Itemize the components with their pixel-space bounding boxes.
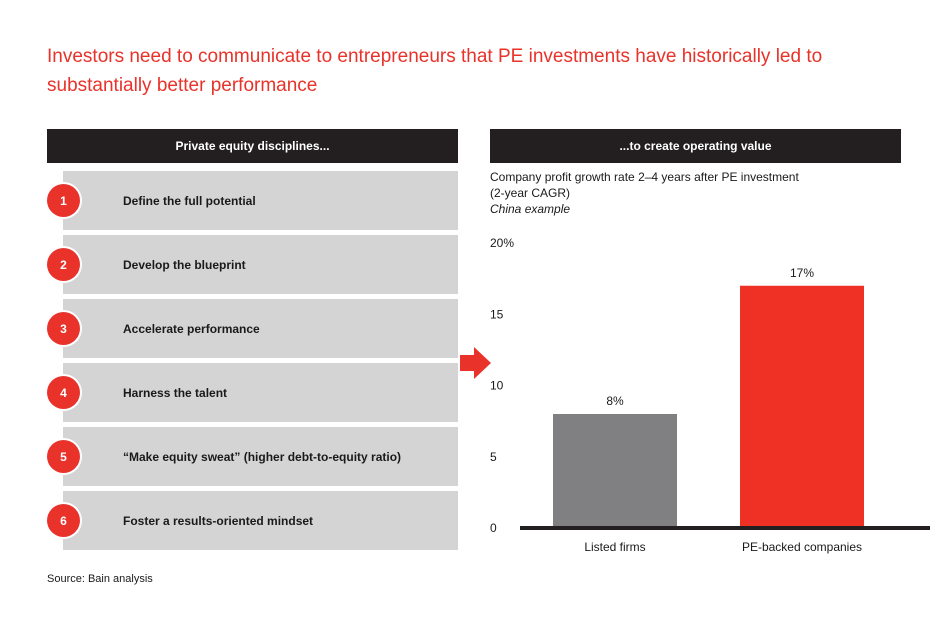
step-number-badge: 2 <box>47 248 80 281</box>
step-label: Accelerate performance <box>123 321 260 336</box>
x-tick-label: PE-backed companies <box>742 540 862 554</box>
right-panel-header: ...to create operating value <box>490 129 901 163</box>
step-number-badge: 3 <box>47 312 80 345</box>
y-tick-label: 15 <box>490 307 504 321</box>
headline: Investors need to communicate to entrepr… <box>47 46 823 96</box>
step-row: Foster a results-oriented mindset <box>63 491 458 550</box>
step-number-badge: 4 <box>47 376 80 409</box>
step-row: Define the full potential <box>63 171 458 230</box>
bar <box>740 285 864 528</box>
y-tick-label: 0 <box>490 521 497 535</box>
chart-subtitle: Company profit growth rate 2–4 years aft… <box>490 169 799 217</box>
source-note: Source: Bain analysis <box>47 573 153 585</box>
right-arrow-icon <box>460 347 491 379</box>
step-number-badge: 5 <box>47 440 80 473</box>
step-label: “Make equity sweat” (higher debt-to-equi… <box>123 449 402 464</box>
step-row: Harness the talent <box>63 363 458 422</box>
step-label: Foster a results-oriented mindset <box>123 513 314 528</box>
x-axis-line <box>520 526 930 530</box>
bar <box>553 414 677 528</box>
step-row: Develop the blueprint <box>63 235 458 294</box>
data-label: 17% <box>790 266 814 280</box>
y-tick-label: 20% <box>490 236 514 250</box>
x-tick-label: Listed firms <box>584 540 645 554</box>
step-label: Define the full potential <box>123 193 256 208</box>
step-row: Accelerate performance <box>63 299 458 358</box>
y-tick-label: 5 <box>490 450 497 464</box>
step-label: Develop the blueprint <box>123 257 246 272</box>
step-row: “Make equity sweat” (higher debt-to-equi… <box>63 427 458 486</box>
chart-subtitle-line2: (2-year CAGR) <box>490 186 571 200</box>
chart-subtitle-line1: Company profit growth rate 2–4 years aft… <box>490 170 799 184</box>
step-number-badge: 6 <box>47 504 80 537</box>
y-tick-label: 10 <box>490 379 504 393</box>
chart-subtitle-line3: China example <box>490 202 571 216</box>
left-panel-header: Private equity disciplines... <box>47 129 458 163</box>
step-number-badge: 1 <box>47 184 80 217</box>
step-label: Harness the talent <box>123 385 228 400</box>
data-label: 8% <box>606 394 624 408</box>
